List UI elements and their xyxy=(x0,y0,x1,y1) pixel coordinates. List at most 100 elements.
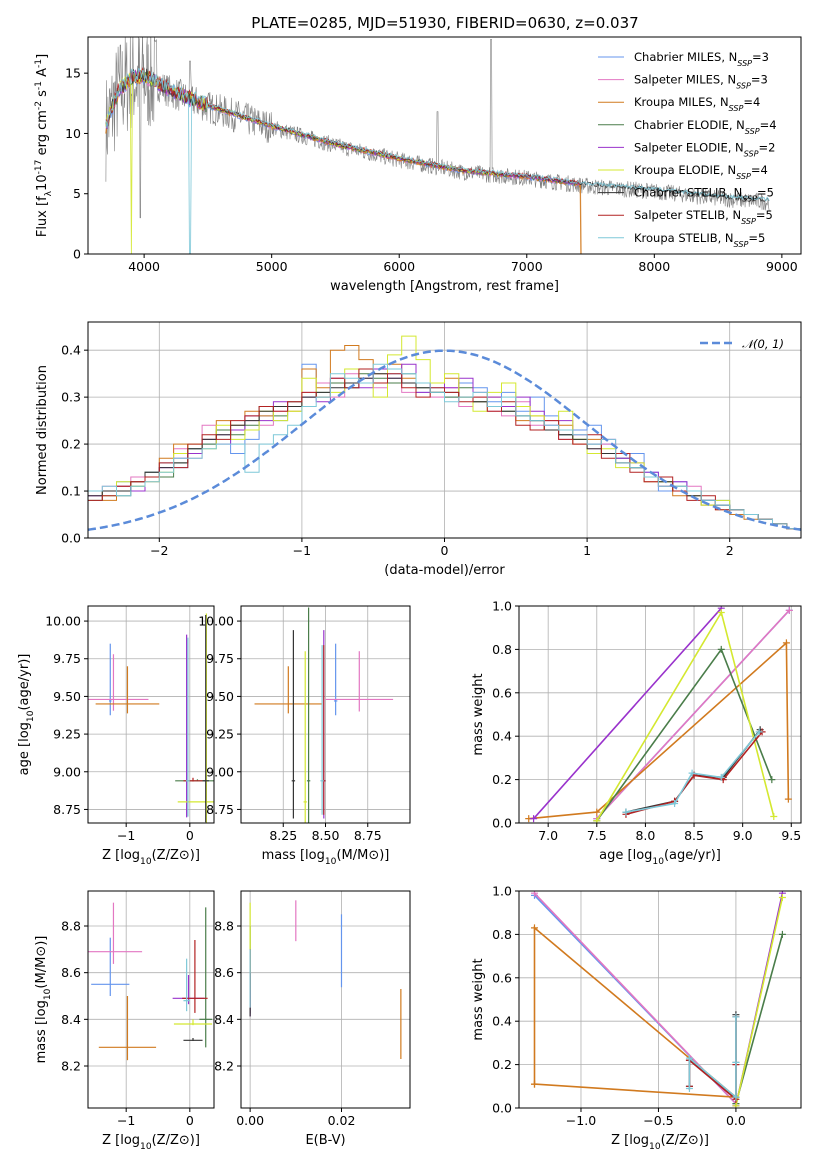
weight-marker xyxy=(685,1084,693,1092)
y-tick-label: 8.4 xyxy=(214,1012,234,1027)
x-tick-label: 7.5 xyxy=(587,828,607,843)
x-axis-label: Z [log10(Z/Z⊙)] xyxy=(102,848,200,867)
legend-label: Salpeter STELIB, NSSP=5 xyxy=(634,208,773,226)
y-tick-label: 0.0 xyxy=(61,531,81,546)
text-run: (M/M⊙)] xyxy=(34,936,49,989)
x-tick-label: 9.5 xyxy=(781,828,801,843)
errorbar-point-6 xyxy=(202,615,209,823)
errorbar-point-2 xyxy=(95,666,160,714)
text-run: log xyxy=(305,848,325,863)
text-run: log xyxy=(633,848,653,863)
legend-label: 𝒩(0, 1) xyxy=(742,337,784,351)
errorbar-point-1 xyxy=(88,654,149,711)
text-run: Chabrier ELODIE, N xyxy=(634,118,745,132)
y-tick-label: 0 xyxy=(73,247,81,262)
weight-marker xyxy=(685,1054,693,1062)
text-run: s xyxy=(35,90,50,101)
x-tick-label: −1 xyxy=(117,828,135,843)
x-tick-label: 2 xyxy=(726,543,734,558)
errorbar-point-1 xyxy=(88,902,143,964)
y-tick-label: 15 xyxy=(65,66,81,81)
x-tick-label: −2 xyxy=(150,543,168,558)
weight-line xyxy=(533,607,722,820)
weight-marker xyxy=(782,639,790,647)
text-run: =3 xyxy=(751,73,768,87)
axes-frame xyxy=(240,890,411,1109)
y-tick-label: 9.50 xyxy=(53,689,81,704)
x-tick-label: 0.02 xyxy=(328,1113,356,1128)
weight-marker xyxy=(530,924,538,932)
y-tick-label: 8.8 xyxy=(61,919,81,934)
y-tick-label: 10.00 xyxy=(198,614,234,629)
y-tick-label: 0.6 xyxy=(492,685,512,700)
text-run: mass weight xyxy=(471,673,486,755)
text-run: λ xyxy=(44,190,54,196)
y-tick-label: 5 xyxy=(73,186,81,201)
text-run: 10 xyxy=(140,857,152,867)
y-tick-label: 1.0 xyxy=(492,599,512,614)
y-tick-label: 0.4 xyxy=(492,729,512,744)
x-tick-label: 8000 xyxy=(638,259,670,274)
text-run: (Z/Z⊙)] xyxy=(152,848,200,863)
age_vs_Z-plot-area xyxy=(88,613,214,823)
text-run: Flux [f xyxy=(35,196,50,237)
errorbar-point-8 xyxy=(320,645,324,815)
x-axis-label: E(B-V) xyxy=(305,1133,345,1148)
weight_vs_Z-axes: −1.0 −0.5 0.0 0.0 0.2 0.4 0.6 0.8 1.0 Z [log10(Z/… xyxy=(471,884,802,1152)
text-run: Salpeter ELODIE, N xyxy=(634,140,744,154)
y-tick-label: 8.6 xyxy=(214,965,234,980)
legend-label: Kroupa ELODIE, NSSP=4 xyxy=(634,163,768,181)
weight-line xyxy=(735,934,784,1104)
y-axis-label: mass weight xyxy=(471,958,486,1040)
x-tick-label: −1.0 xyxy=(566,1113,596,1128)
legend-label: Salpeter MILES, NSSP=3 xyxy=(634,73,768,91)
residuals-plot-area xyxy=(88,335,801,532)
spectrum-axes: 4000 5000 6000 7000 8000 9000 0 5 10 15 wavelength… xyxy=(34,14,802,294)
text-run: -2 xyxy=(34,101,44,110)
text-run: Normed distribution xyxy=(35,365,50,495)
legend-label: Salpeter ELODIE, NSSP=2 xyxy=(634,140,775,158)
text-run: =4 xyxy=(743,95,760,109)
mass_vs_Z-axes: −1 08.28.48.68.8Z [log10(Z/Z⊙)]mass [log1… xyxy=(34,890,215,1152)
text-run: log xyxy=(120,848,140,863)
errorbar-point-0 xyxy=(91,937,130,996)
age_vs_mass-axes: 8.25 8.50 8.75 8.75 9.00 9.25 9.50 9.75 10.00 mas… xyxy=(198,605,411,867)
weight_vs_age-axes: 7.0 7.5 8.0 8.5 9.0 9.5 0.0 0.2 0.4 0.6 0.8 1.0 age … xyxy=(471,599,802,867)
y-tick-label: 9.50 xyxy=(206,689,234,704)
text-run: (Z/Z⊙)] xyxy=(152,1133,200,1148)
axes-frame xyxy=(518,890,802,1109)
legend-label: Chabrier ELODIE, NSSP=4 xyxy=(634,118,777,136)
text-run: SSP xyxy=(737,59,752,68)
y-tick-label: 8.8 xyxy=(214,919,234,934)
text-run: 10 xyxy=(652,857,664,867)
model-line-8 xyxy=(105,68,770,254)
text-run: SSP xyxy=(736,172,751,181)
y-tick-label: 8.2 xyxy=(214,1059,234,1074)
axes-frame xyxy=(87,36,802,255)
x-tick-label: 9.0 xyxy=(733,828,753,843)
x-tick-label: 8.25 xyxy=(269,828,297,843)
mass_vs_Z-plot-area xyxy=(88,902,213,1061)
legend-label: Chabrier STELIB, NSSP=5 xyxy=(634,186,774,204)
y-tick-label: 0.8 xyxy=(492,927,512,942)
weight-series-8 xyxy=(685,1013,740,1101)
text-run: (data-model)/error xyxy=(384,563,505,578)
legend-label: Kroupa MILES, NSSP=4 xyxy=(634,95,760,113)
weight-marker xyxy=(622,808,630,816)
text-run: -1 xyxy=(34,59,44,68)
y-tick-label: 10 xyxy=(65,126,81,141)
text-run: Kroupa STELIB, N xyxy=(634,231,734,245)
text-run: (M/M⊙)] xyxy=(336,848,389,863)
legend-label: Kroupa STELIB, NSSP=5 xyxy=(634,231,765,249)
x-tick-label: −1 xyxy=(293,543,311,558)
text-run: Salpeter STELIB, N xyxy=(634,208,741,222)
weight-marker xyxy=(778,894,786,902)
x-tick-label: 6000 xyxy=(383,259,415,274)
x-axis-label: mass [log10(M/M⊙)] xyxy=(262,848,390,867)
weight-marker xyxy=(671,799,679,807)
text-run: Chabrier STELIB, N xyxy=(634,186,742,200)
text-run: =4 xyxy=(751,163,768,177)
normal-curve xyxy=(88,349,801,532)
